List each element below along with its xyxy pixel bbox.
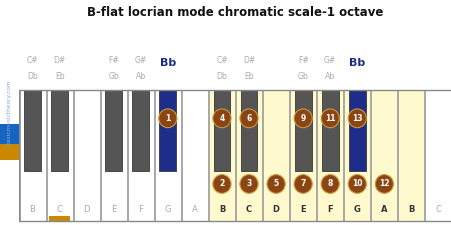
Ellipse shape xyxy=(240,110,257,127)
Bar xyxy=(46,90,73,220)
Text: Ab: Ab xyxy=(324,72,335,81)
Text: G#: G# xyxy=(134,56,147,65)
Text: D#: D# xyxy=(242,56,254,65)
Text: 7: 7 xyxy=(300,180,305,189)
Bar xyxy=(51,90,68,171)
Bar xyxy=(208,90,235,220)
Ellipse shape xyxy=(294,176,311,192)
Text: Db: Db xyxy=(27,72,38,81)
Text: 9: 9 xyxy=(300,114,305,123)
Bar xyxy=(321,90,338,171)
Text: Gb: Gb xyxy=(297,72,308,81)
Bar xyxy=(0,144,19,160)
Text: C: C xyxy=(435,205,441,214)
Bar xyxy=(317,90,342,220)
Bar xyxy=(235,90,262,220)
Ellipse shape xyxy=(294,110,311,127)
Text: Bb: Bb xyxy=(348,58,364,68)
Text: 3: 3 xyxy=(246,180,251,189)
Text: B: B xyxy=(29,205,35,214)
Bar xyxy=(74,90,99,220)
Bar xyxy=(240,90,257,171)
Text: F: F xyxy=(138,205,143,214)
Bar xyxy=(181,90,207,220)
Bar xyxy=(105,90,122,171)
Text: G#: G# xyxy=(323,56,336,65)
Ellipse shape xyxy=(348,110,365,127)
Text: 12: 12 xyxy=(378,180,389,189)
Bar xyxy=(348,90,365,171)
Bar xyxy=(371,90,396,220)
Bar xyxy=(262,90,289,220)
Text: 5: 5 xyxy=(273,180,278,189)
Text: E: E xyxy=(299,205,305,214)
Text: G: G xyxy=(164,205,171,214)
Bar xyxy=(159,90,176,171)
Text: 1: 1 xyxy=(165,114,170,123)
Bar xyxy=(290,90,315,220)
Text: 11: 11 xyxy=(324,114,335,123)
Text: D: D xyxy=(83,205,90,214)
Text: B-flat locrian mode chromatic scale-1 octave: B-flat locrian mode chromatic scale-1 oc… xyxy=(87,6,383,19)
Text: F#: F# xyxy=(297,56,308,65)
Text: Gb: Gb xyxy=(108,72,119,81)
Bar xyxy=(213,90,230,171)
Text: C#: C# xyxy=(216,56,227,65)
Text: Ab: Ab xyxy=(135,72,146,81)
Bar xyxy=(49,216,70,220)
Bar xyxy=(24,90,41,171)
Bar xyxy=(0,124,19,144)
Text: 4: 4 xyxy=(219,114,224,123)
Text: F#: F# xyxy=(108,56,119,65)
Ellipse shape xyxy=(375,176,392,192)
Bar xyxy=(397,90,423,220)
Text: 6: 6 xyxy=(246,114,251,123)
Text: D: D xyxy=(272,205,279,214)
Text: E: E xyxy=(111,205,116,214)
Bar xyxy=(132,90,149,171)
Text: Bb: Bb xyxy=(159,58,175,68)
Ellipse shape xyxy=(213,176,230,192)
Text: C: C xyxy=(56,205,62,214)
Text: 13: 13 xyxy=(351,114,362,123)
Ellipse shape xyxy=(321,176,338,192)
Bar xyxy=(155,90,180,220)
Text: basicmusictheory.com: basicmusictheory.com xyxy=(7,80,12,145)
Bar xyxy=(19,90,46,220)
Ellipse shape xyxy=(240,176,257,192)
Ellipse shape xyxy=(267,176,284,192)
Bar xyxy=(344,90,369,220)
Ellipse shape xyxy=(213,110,230,127)
Ellipse shape xyxy=(348,176,365,192)
Bar xyxy=(101,90,126,220)
Text: B: B xyxy=(218,205,225,214)
Text: Eb: Eb xyxy=(244,72,253,81)
Text: C: C xyxy=(245,205,252,214)
Text: D#: D# xyxy=(53,56,65,65)
Text: G: G xyxy=(353,205,360,214)
Bar xyxy=(128,90,153,220)
Text: 10: 10 xyxy=(351,180,362,189)
Text: 8: 8 xyxy=(327,180,332,189)
Text: B: B xyxy=(407,205,414,214)
Text: A: A xyxy=(192,205,198,214)
Text: 2: 2 xyxy=(219,180,224,189)
Text: Eb: Eb xyxy=(55,72,64,81)
Ellipse shape xyxy=(321,110,338,127)
Bar xyxy=(424,90,451,220)
Ellipse shape xyxy=(159,110,176,127)
Text: F: F xyxy=(327,205,332,214)
Bar xyxy=(19,90,451,220)
Text: C#: C# xyxy=(27,56,38,65)
Bar xyxy=(294,90,311,171)
Text: Db: Db xyxy=(216,72,227,81)
Text: A: A xyxy=(380,205,387,214)
